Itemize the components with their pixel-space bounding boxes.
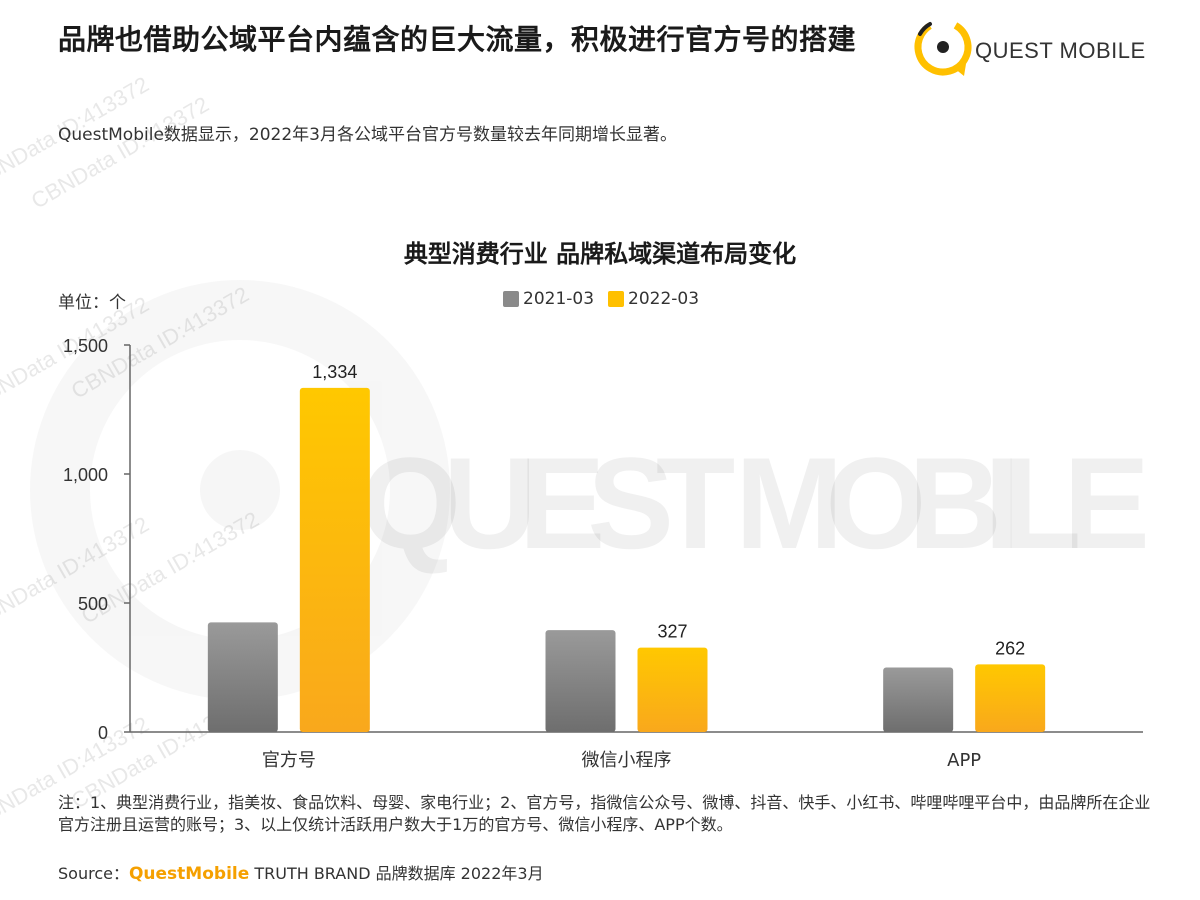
chart-bars: [207, 387, 1046, 732]
data-label: 1,334: [312, 362, 357, 382]
footnote: 注：1、典型消费行业，指美妆、食品饮料、母婴、家电行业；2、官方号，指微信公众号…: [58, 793, 1151, 834]
y-tick-label: 0: [98, 723, 108, 743]
x-tick-label: 微信小程序: [582, 750, 672, 771]
bar-2022-03-官方号: [299, 387, 370, 732]
bar-2022-03-APP: [975, 664, 1046, 732]
quest-logo-icon: [914, 18, 972, 76]
chart-labels: 0 500 1,000 1,500 官方号 1,334 微信小程序 327 APP 262: [63, 336, 1025, 771]
unit-label: 单位：个: [58, 293, 126, 313]
source-suffix: TRUTH BRAND 品牌数据库 2022年3月: [249, 864, 544, 883]
x-tick-label: APP: [947, 750, 981, 771]
y-tick-label: 500: [78, 594, 108, 614]
source-line: Source：QuestMobile TRUTH BRAND 品牌数据库 202…: [58, 860, 544, 884]
legend-item-2022: 2022-03: [608, 289, 699, 309]
data-label: 262: [995, 638, 1025, 658]
bar-2021-03-APP: [883, 667, 954, 732]
bar-2021-03-官方号: [207, 622, 278, 732]
chart-axes: [124, 344, 1143, 733]
y-tick-label: 1,500: [63, 336, 108, 356]
legend-label-2022: 2022-03: [628, 289, 700, 309]
bar-2021-03-微信小程序: [545, 630, 616, 732]
data-label: 327: [657, 622, 687, 642]
legend-item-2021: 2021-03: [503, 289, 594, 309]
page-title: 品牌也借助公域平台内蕴含的巨大流量，积极进行官方号的搭建: [58, 23, 857, 56]
page-subtitle: QuestMobile数据显示，2022年3月各公域平台官方号数量较去年同期增长…: [58, 125, 677, 145]
x-tick-label: 官方号: [262, 750, 316, 771]
brand-logo: [914, 18, 972, 76]
source-brand: QuestMobile: [128, 864, 250, 884]
bar-2022-03-微信小程序: [637, 647, 708, 732]
source-prefix: Source：: [58, 864, 129, 883]
y-tick-label: 1,000: [63, 465, 108, 485]
chart-legend: 2021-03 2022-03: [503, 289, 713, 309]
legend-label-2021: 2021-03: [523, 289, 595, 309]
chart-title: 典型消费行业 品牌私域渠道布局变化: [403, 240, 797, 268]
brand-name: QUEST MOBILE: [975, 38, 1146, 63]
legend-swatch-2022: [608, 291, 625, 307]
legend-swatch-2021: [503, 291, 519, 307]
